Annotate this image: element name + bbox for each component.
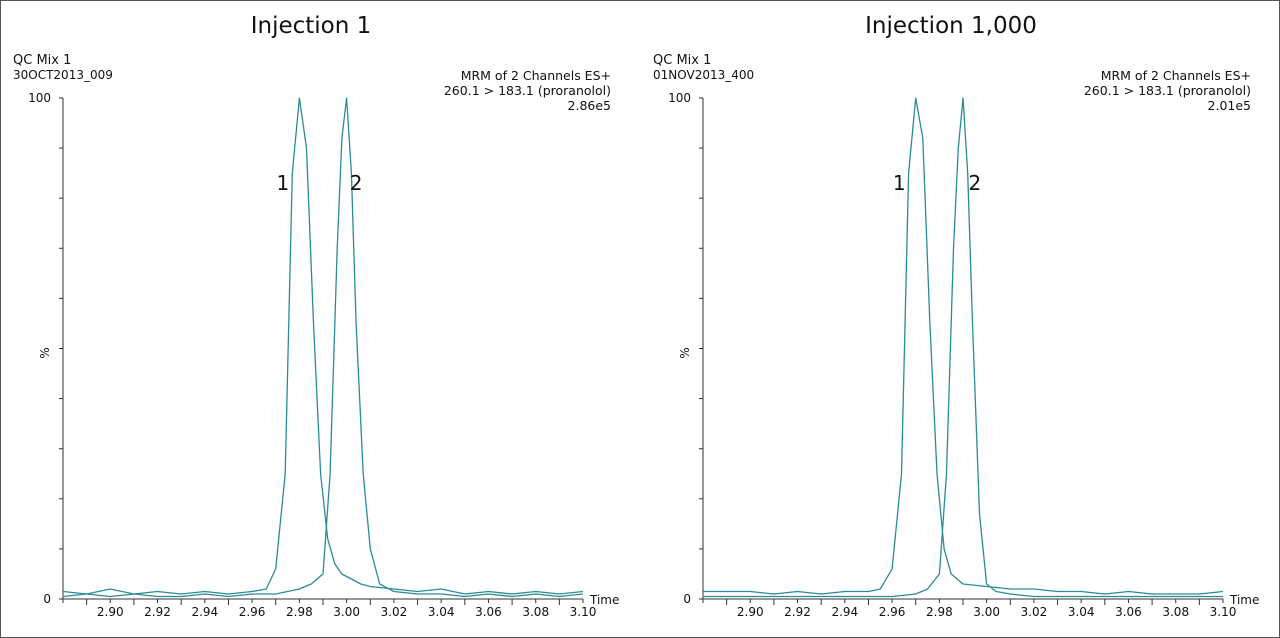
peak-label: 1 — [893, 171, 906, 195]
x-tick-label: 3.04 — [428, 605, 455, 619]
x-tick-label: 2.94 — [191, 605, 218, 619]
x-axis-label: Time — [1229, 593, 1259, 607]
channel-description: MRM of 2 Channels ES+ — [1100, 68, 1251, 83]
chromatogram-panel-injection-1: Injection 1 QC Mix 1 30OCT2013_009 MRM o… — [1, 1, 621, 637]
panel-title: Injection 1 — [250, 13, 372, 39]
x-tick-label: 3.06 — [1115, 605, 1142, 619]
x-tick-label: 2.94 — [831, 605, 858, 619]
peak-label: 1 — [276, 171, 289, 195]
chromatogram-plot: 0 100% 2.90 2.92 2.94 2.96 2.98 3.00 3.02 3.04 3.0… — [28, 91, 619, 619]
y-tick-label: 100 — [28, 91, 51, 105]
sample-id: 01NOV2013_400 — [653, 68, 755, 82]
y-tick-label: 0 — [43, 592, 51, 606]
sample-id: 30OCT2013_009 — [13, 68, 113, 82]
x-tick-label: 3.02 — [1021, 605, 1048, 619]
x-tick-label: 3.00 — [973, 605, 1000, 619]
sample-info: QC Mix 1 30OCT2013_009 — [13, 53, 113, 83]
x-tick-label: 3.08 — [522, 605, 549, 619]
x-tick-label: 3.10 — [570, 605, 597, 619]
panel-title: Injection 1,000 — [865, 13, 1037, 39]
x-tick-label: 2.96 — [879, 605, 906, 619]
x-tick-label: 3.04 — [1068, 605, 1095, 619]
x-tick-label: 2.90 — [97, 605, 124, 619]
peak-label: 2 — [968, 171, 981, 195]
x-tick-label: 3.00 — [333, 605, 360, 619]
x-tick-label: 2.92 — [144, 605, 171, 619]
y-axis-label: % — [38, 347, 52, 358]
x-tick-label: 2.98 — [926, 605, 953, 619]
channel-info: MRM of 2 Channels ES+ 260.1 > 183.1 (pro… — [444, 68, 611, 113]
y-tick-label: 100 — [668, 91, 691, 105]
series-line-peak-2 — [703, 97, 1223, 598]
chromatogram-plot: 0 100% 2.90 2.92 2.94 2.96 2.98 3.00 3.02 3.04 3.0… — [668, 91, 1259, 619]
sample-name: QC Mix 1 — [653, 53, 712, 68]
x-tick-label: 3.10 — [1210, 605, 1237, 619]
y-tick-label: 0 — [683, 592, 691, 606]
peak-label: 2 — [350, 171, 363, 195]
sample-info: QC Mix 1 01NOV2013_400 — [653, 53, 754, 83]
intensity-label: 2.01e5 — [1207, 98, 1251, 113]
channel-info: MRM of 2 Channels ES+ 260.1 > 183.1 (pro… — [1084, 68, 1251, 113]
x-tick-label: 3.02 — [381, 605, 408, 619]
x-axis-label: Time — [589, 593, 619, 607]
series-line-peak-1 — [703, 97, 1224, 595]
x-tick-label: 3.08 — [1162, 605, 1189, 619]
sample-name: QC Mix 1 — [13, 53, 72, 68]
x-tick-label: 2.98 — [286, 605, 313, 619]
intensity-label: 2.86e5 — [567, 98, 611, 113]
x-tick-label: 2.96 — [239, 605, 266, 619]
series-line-peak-1 — [62, 97, 584, 595]
x-tick-label: 3.06 — [475, 605, 502, 619]
channel-description: MRM of 2 Channels ES+ — [460, 68, 611, 83]
x-tick-label: 2.92 — [784, 605, 811, 619]
x-tick-label: 2.90 — [737, 605, 764, 619]
transition-label: 260.1 > 183.1 (proranolol) — [443, 83, 611, 98]
transition-label: 260.1 > 183.1 (proranolol) — [1083, 83, 1251, 98]
y-axis-label: % — [678, 347, 692, 358]
series-line-peak-2 — [62, 97, 584, 598]
chromatogram-panel-injection-1000: Injection 1,000 QC Mix 1 01NOV2013_400 M… — [641, 1, 1261, 637]
